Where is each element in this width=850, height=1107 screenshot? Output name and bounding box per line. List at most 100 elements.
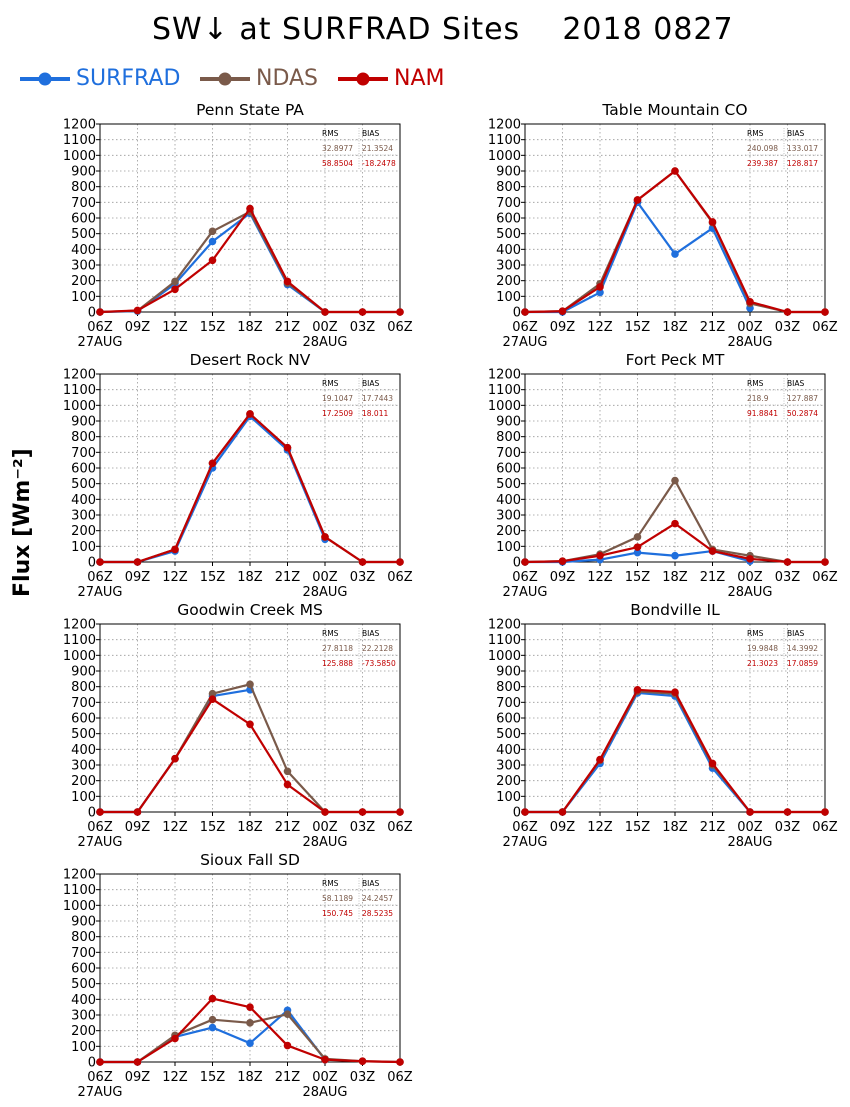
- x-tick-label: 15Z: [625, 320, 651, 335]
- stats-ndas-bias: 17.7443: [362, 394, 393, 403]
- stats-header-rms: RMS: [322, 629, 339, 638]
- x-tick-label: 06Z: [87, 1070, 113, 1085]
- panel-title: Bondville IL: [630, 601, 720, 619]
- chart-sioux-fall-sd: Sioux Fall SD 010020030040050060070080090…: [63, 851, 413, 1100]
- series-line-surfrad: [636, 201, 677, 256]
- y-tick-label: 800: [496, 180, 521, 195]
- series-line-ndas: [636, 690, 677, 695]
- x-tick-label: 09Z: [125, 570, 151, 585]
- data-point-nam: [746, 555, 754, 563]
- stats-ndas-bias: 133.017: [787, 144, 818, 153]
- series-line-nam: [248, 1006, 289, 1047]
- x-tick-label: 18Z: [237, 320, 263, 335]
- series-line-nam: [711, 220, 752, 303]
- series-line-ndas: [711, 548, 752, 557]
- x-tick-label: 06Z: [812, 820, 838, 835]
- x-tick-label: 12Z: [162, 320, 188, 335]
- y-tick-label: 1200: [63, 618, 96, 633]
- stats-nam-bias: 128.817: [787, 159, 818, 168]
- stats-ndas-rms: 19.1047: [322, 394, 353, 403]
- legend-item-surfrad: SURFRAD: [18, 66, 180, 94]
- data-point-ndas: [246, 1019, 254, 1027]
- x-tick-label: 15Z: [200, 320, 226, 335]
- x-tick-label: 12Z: [587, 570, 613, 585]
- series-line-surfrad: [561, 291, 602, 314]
- x-tick-label: 00Z: [737, 570, 763, 585]
- stats-header-rms: RMS: [747, 129, 764, 138]
- stats-ndas-bias: 22.2128: [362, 644, 393, 653]
- y-tick-label: 200: [496, 524, 521, 539]
- data-point-nam: [133, 808, 142, 816]
- x-tick-label: 06Z: [387, 820, 413, 835]
- x-tick-label: 03Z: [350, 570, 376, 585]
- x-tick-label: 09Z: [125, 1070, 151, 1085]
- series-line-nam: [286, 446, 327, 539]
- y-tick-label: 600: [71, 962, 96, 977]
- y-tick-label: 1000: [488, 649, 521, 664]
- y-tick-label: 500: [71, 727, 96, 742]
- y-tick-label: 700: [71, 696, 96, 711]
- x-tick-label: 15Z: [200, 1070, 226, 1085]
- stats-ndas-bias: 127.887: [787, 394, 818, 403]
- data-point-nam: [558, 557, 567, 566]
- data-point-ndas: [633, 533, 642, 541]
- data-point-nam: [596, 283, 604, 291]
- y-tick-label: 200: [71, 1024, 96, 1039]
- series-line-nam: [711, 549, 752, 560]
- data-point-nam: [396, 308, 404, 316]
- data-point-nam: [633, 196, 642, 204]
- plot-area: Desert Rock NV 01002003004005006007008009…: [63, 351, 413, 600]
- data-point-surfrad: [246, 1039, 254, 1047]
- y-tick-label: 0: [88, 306, 96, 321]
- stats-ndas-rms: 58.1189: [322, 894, 353, 903]
- y-tick-label: 200: [71, 774, 96, 789]
- x-date-label: 27AUG: [77, 585, 122, 600]
- title-variable: SW↓ at SURFRAD Sites: [152, 12, 521, 47]
- data-point-surfrad: [208, 237, 217, 246]
- x-date-label: 27AUG: [502, 585, 547, 600]
- data-point-nam: [521, 308, 529, 316]
- data-point-nam: [596, 551, 604, 560]
- y-tick-label: 600: [71, 462, 96, 477]
- y-tick-label: 900: [496, 415, 521, 430]
- data-point-nam: [246, 1003, 254, 1011]
- data-point-ndas: [208, 227, 217, 236]
- data-point-ndas: [171, 277, 179, 286]
- data-point-nam: [208, 994, 217, 1003]
- legend-label-surfrad: SURFRAD: [76, 66, 181, 91]
- x-tick-label: 12Z: [587, 320, 613, 335]
- y-tick-label: 700: [71, 946, 96, 961]
- data-point-nam: [283, 443, 292, 452]
- data-point-nam: [746, 808, 754, 816]
- series-line-surfrad: [598, 551, 639, 561]
- series-line-surfrad: [598, 201, 639, 294]
- y-tick-label: 900: [71, 915, 96, 930]
- series-line-nam: [248, 207, 289, 283]
- y-tick-label: 300: [496, 509, 521, 524]
- series-line-nam: [323, 535, 364, 564]
- data-point-surfrad: [208, 1023, 217, 1032]
- x-tick-label: 09Z: [550, 570, 576, 585]
- series-line-nam: [286, 783, 327, 814]
- series-line-nam: [136, 1037, 177, 1064]
- series-line-ndas: [286, 1013, 327, 1060]
- series-line-nam: [561, 285, 602, 313]
- series-line-nam: [361, 1060, 402, 1064]
- panel-title: Sioux Fall SD: [200, 851, 300, 869]
- series-line-nam: [286, 280, 327, 314]
- x-tick-label: 12Z: [162, 1070, 188, 1085]
- data-point-nam: [558, 307, 567, 316]
- data-point-nam: [246, 410, 254, 418]
- legend-label-ndas: NDAS: [256, 66, 319, 91]
- panel-title: Goodwin Creek MS: [177, 601, 323, 619]
- y-tick-label: 100: [71, 1040, 96, 1055]
- data-point-nam: [521, 558, 529, 566]
- y-tick-label: 400: [496, 493, 521, 508]
- stats-header-bias: BIAS: [787, 629, 804, 638]
- y-tick-label: 200: [496, 274, 521, 289]
- data-point-nam: [171, 545, 179, 554]
- y-tick-label: 800: [71, 430, 96, 445]
- x-tick-label: 21Z: [275, 1070, 301, 1085]
- legend-item-nam: NAM: [336, 66, 445, 94]
- x-tick-label: 12Z: [162, 820, 188, 835]
